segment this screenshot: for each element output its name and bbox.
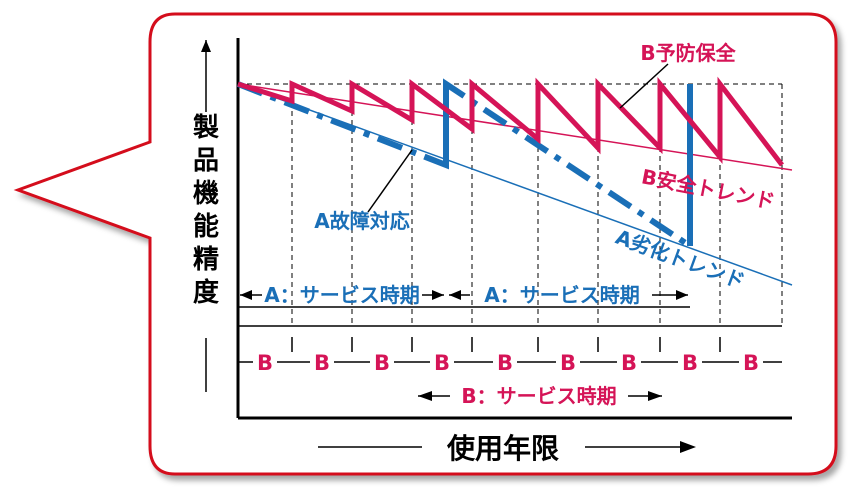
b-preventive-label: B予防保全 [640,41,736,65]
a-service-period-2-label: A：サービス時期 [484,283,639,307]
a-failure-leader [367,149,413,213]
b-preventive-curve [237,76,784,167]
x-axis-label: 使用年限 [446,432,559,465]
y-axis-label-char: 品 [193,146,219,176]
y-axis-label-char: 製 [193,113,219,143]
a-failure-response-label: A故障対応 [314,209,409,233]
b-maintenance-marker: B [374,351,390,375]
a-service-period-1 [240,290,444,300]
a-service-period-2 [449,290,688,300]
b-maintenance-marker: B [257,351,273,375]
b-maintenance-marker: B [743,351,759,375]
x-axis-arrow [318,441,696,453]
b-maintenance-marker: B [682,351,698,375]
b-service-period-label: B：サービス時期 [461,384,616,408]
a-service-period-1-label: A：サービス時期 [264,283,419,307]
y-axis-label-char: 機 [193,179,219,209]
y-axis-label-char: 度 [193,277,219,308]
b-maintenance-marker: B [314,351,330,375]
b-maintenance-marker: B [434,351,450,375]
b-maintenance-marker: B [621,351,637,375]
y-axis-label-char: 精 [193,245,219,275]
b-preventive-leader [619,63,669,109]
b-service-period [418,391,662,401]
y-axis-arrow [201,40,211,392]
b-maintenance-marker: B [560,351,576,375]
a-degradation-trend-line [237,83,793,286]
y-axis-label-char: 能 [193,211,219,242]
speech-bubble-frame [13,12,838,476]
b-maintenance-marker: B [497,351,513,375]
